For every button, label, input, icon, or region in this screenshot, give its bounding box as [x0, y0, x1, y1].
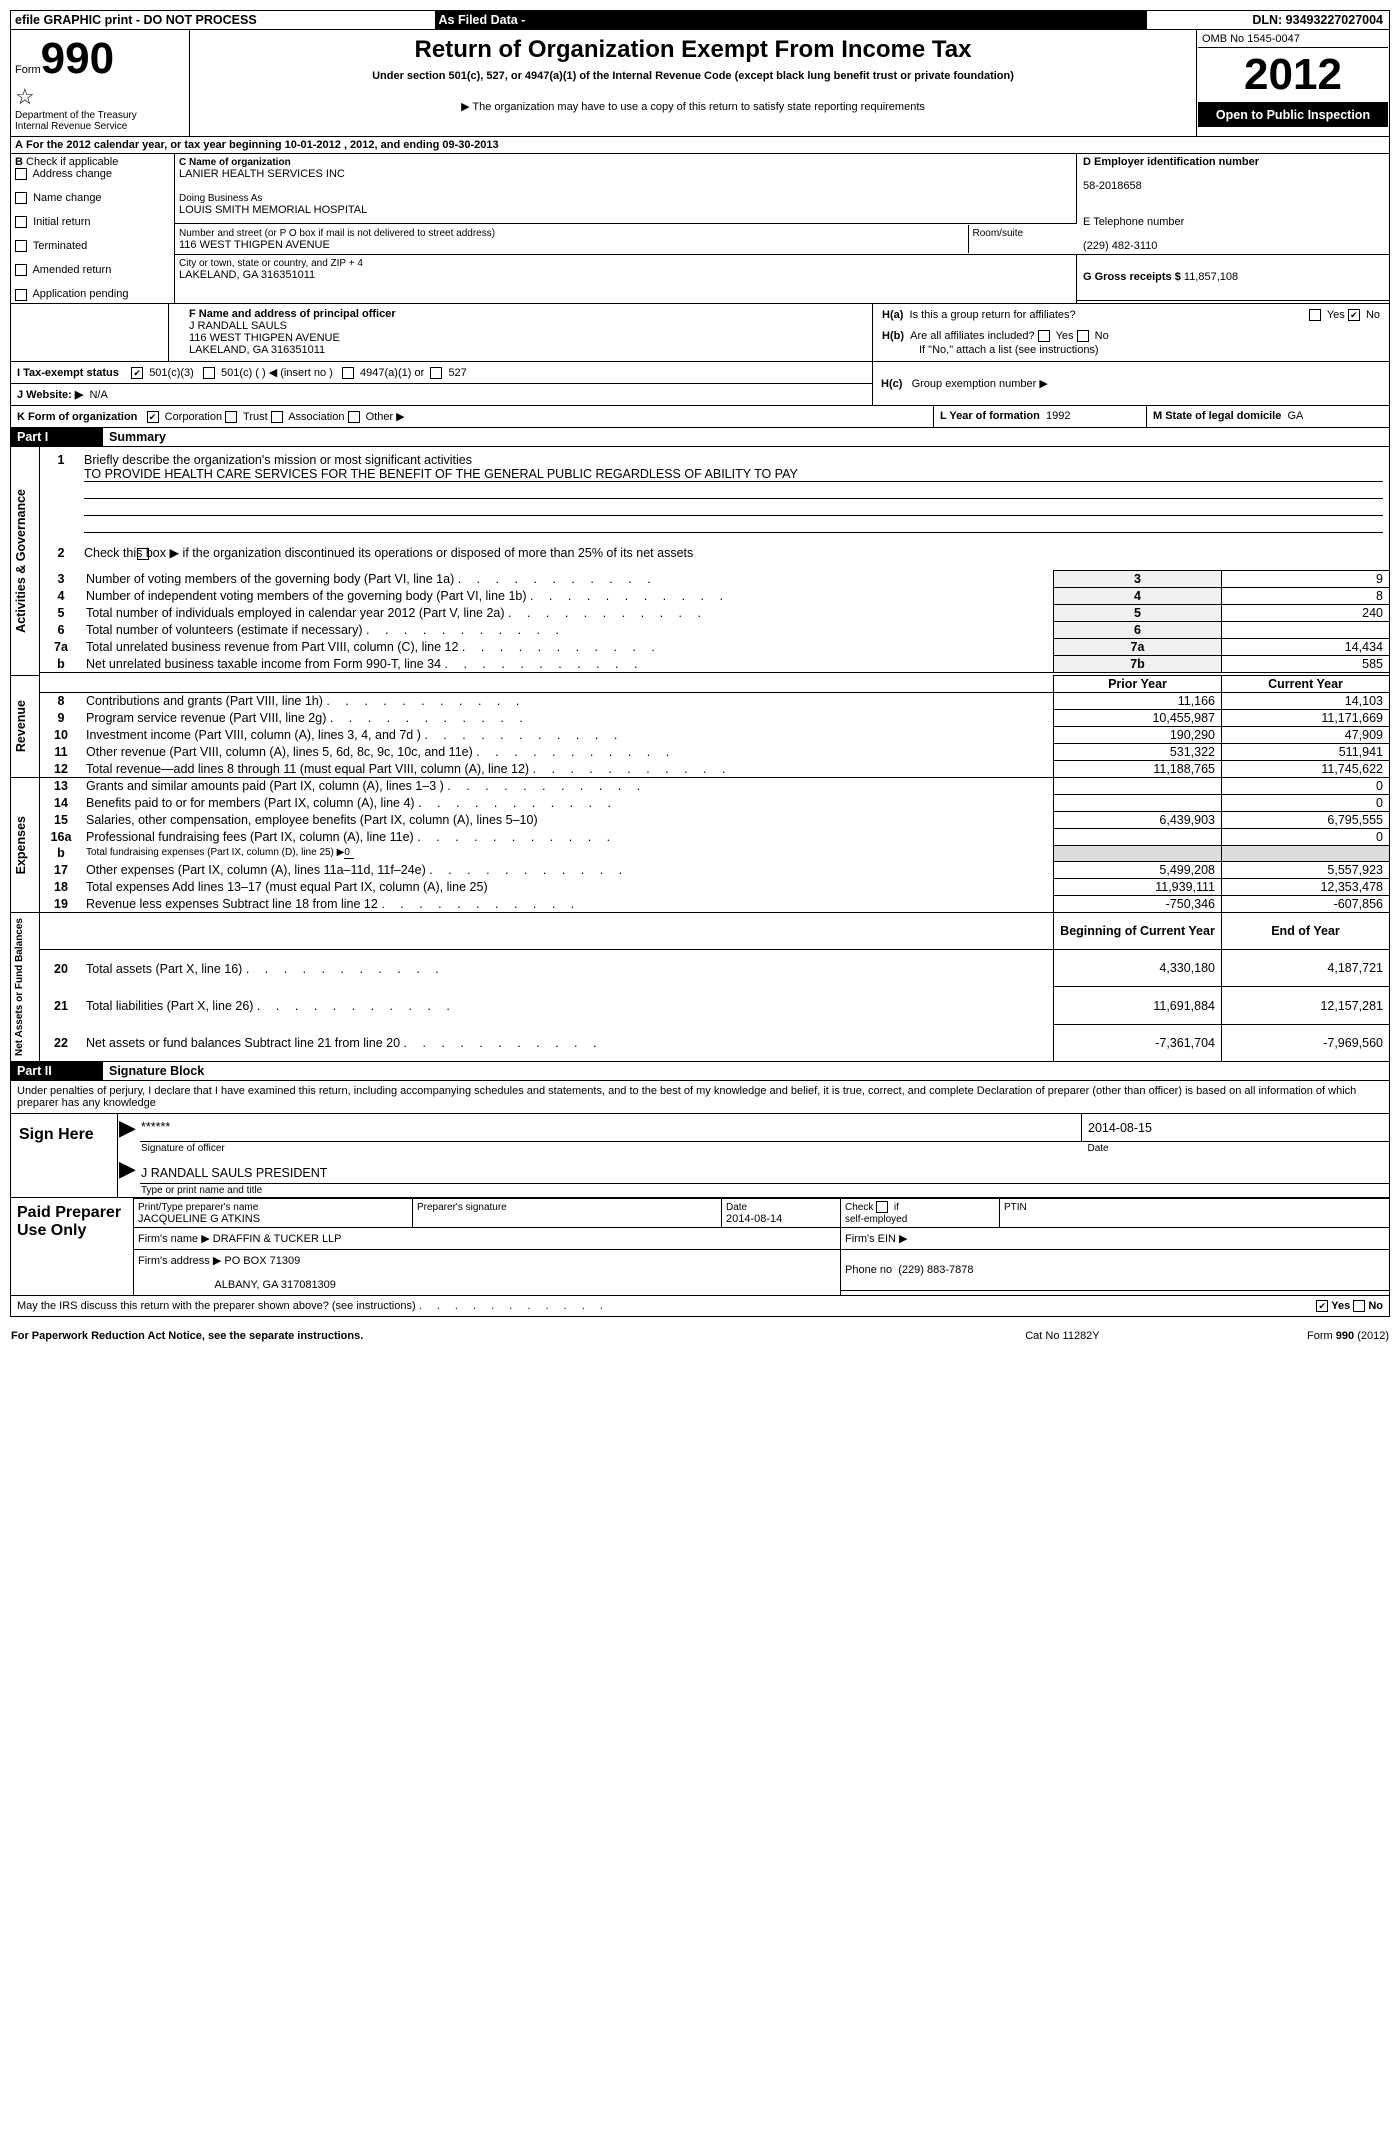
section-c-city: City or town, state or country, and ZIP …: [175, 255, 1077, 304]
preparer-block: Paid Preparer Use Only Print/Type prepar…: [10, 1198, 1390, 1296]
return-subtitle: Under section 501(c), 527, or 4947(a)(1)…: [196, 70, 1190, 82]
form-word: Form: [15, 64, 41, 76]
v7a: 14,434: [1222, 638, 1390, 655]
efile-label: efile GRAPHIC print - DO NOT PROCESS: [11, 11, 435, 30]
side-net: Net Assets or Fund Balances: [12, 914, 27, 1060]
omb-number: OMB No 1545-0047: [1198, 31, 1388, 48]
side-rev: Revenue: [12, 696, 30, 756]
section-l: L Year of formation 1992: [934, 405, 1147, 427]
section-d-e: D Employer identification number 58-2018…: [1077, 154, 1390, 255]
part2-header: Part II Signature Block: [10, 1062, 1390, 1081]
ein-value: 58-2018658: [1083, 180, 1142, 192]
side-exp: Expenses: [12, 812, 30, 878]
open-public: Open to Public Inspection: [1198, 103, 1388, 127]
section-b: B Check if applicable Address change Nam…: [11, 154, 175, 303]
part1-body: Activities & Governance 1 Briefly descri…: [10, 447, 1390, 1062]
klm-row: K Form of organization ✔ Corporation Tru…: [10, 405, 1390, 428]
irs-label: Internal Revenue Service: [15, 121, 185, 132]
v7b: 585: [1222, 655, 1390, 672]
part1-header: Part I Summary: [10, 428, 1390, 447]
sign-block: Sign Here ▶ ****** 2014-08-15 Signature …: [10, 1114, 1390, 1198]
top-bar: efile GRAPHIC print - DO NOT PROCESS As …: [10, 10, 1390, 30]
asfiled-label: As Filed Data -: [435, 11, 596, 30]
section-g: G Gross receipts $ 11,857,108: [1077, 255, 1390, 301]
entity-block: B Check if applicable Address change Nam…: [10, 154, 1390, 304]
section-k: K Form of organization ✔ Corporation Tru…: [11, 405, 934, 427]
perjury-text: Under penalties of perjury, I declare th…: [10, 1081, 1390, 1114]
mission-text: TO PROVIDE HEALTH CARE SERVICES FOR THE …: [84, 467, 1383, 482]
side-gov: Activities & Governance: [12, 485, 30, 637]
return-title: Return of Organization Exempt From Incom…: [196, 36, 1190, 64]
section-j: J Website: ▶ N/A: [11, 383, 873, 405]
v3: 9: [1222, 570, 1390, 587]
section-m: M State of legal domicile GA: [1147, 405, 1390, 427]
dln-label: DLN:: [1252, 13, 1282, 27]
gross-receipts: 11,857,108: [1184, 271, 1238, 283]
section-hc: H(c) Group exemption number ▶: [873, 361, 1390, 405]
section-f: F Name and address of principal officer …: [169, 304, 873, 361]
dln-value: 93493227027004: [1286, 13, 1383, 27]
line-a: A For the 2012 calendar year, or tax yea…: [10, 137, 1390, 154]
fh-block: F Name and address of principal officer …: [10, 304, 1390, 361]
section-c-addr: Number and street (or P O box if mail is…: [175, 223, 1077, 254]
dept-treasury: Department of the Treasury: [15, 110, 185, 121]
discuss-row: May the IRS discuss this return with the…: [10, 1296, 1390, 1317]
section-c-name: C Name of organization LANIER HEALTH SER…: [175, 154, 1077, 223]
return-note: ▶ The organization may have to use a cop…: [196, 100, 1190, 113]
form-number: 990: [41, 34, 114, 83]
section-h: H(a) Is this a group return for affiliat…: [873, 304, 1390, 361]
v5: 240: [1222, 604, 1390, 621]
v6: [1222, 621, 1390, 638]
v4: 8: [1222, 587, 1390, 604]
i-row: I Tax-exempt status ✔ 501(c)(3) 501(c) (…: [10, 361, 1390, 405]
tax-year: 2012: [1198, 48, 1388, 103]
phone-value: (229) 482-3110: [1083, 240, 1157, 252]
footer-row: For Paperwork Reduction Act Notice, see …: [10, 1329, 1390, 1343]
header-block: Form990 ☆ Department of the Treasury Int…: [10, 30, 1390, 137]
